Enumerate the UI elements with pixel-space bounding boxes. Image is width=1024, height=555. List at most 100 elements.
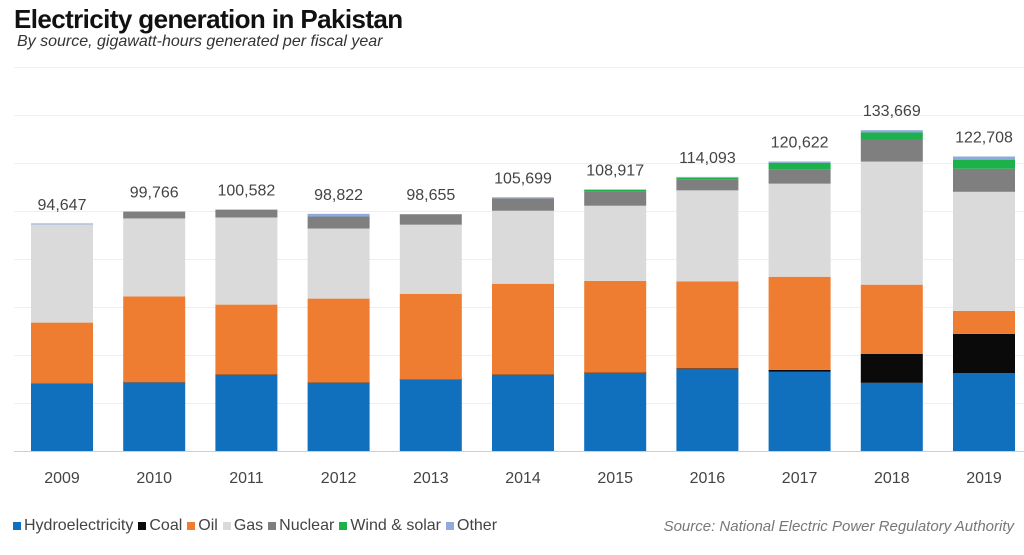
bar-segment-wind-solar-2019 <box>953 159 1015 169</box>
bar-segment-other-2009 <box>31 223 93 225</box>
legend-swatch <box>138 522 147 530</box>
legend-label: Oil <box>198 517 218 534</box>
bar-segment-other-2016 <box>676 176 739 178</box>
bar-segment-gas-2013 <box>399 224 462 294</box>
legend-swatch <box>13 522 21 530</box>
bar-segment-nuclear-2019 <box>953 168 1015 192</box>
bar-stack-2013 <box>399 214 462 451</box>
x-tick-label: 2015 <box>597 470 633 487</box>
bar-segment-other-2019 <box>953 156 1015 160</box>
bar-stack-2018 <box>860 130 923 451</box>
bar-segment-hydroelectricity-2018 <box>860 382 923 451</box>
bar-segment-oil-2011 <box>215 304 278 375</box>
bar-segment-hydroelectricity-2010 <box>123 382 186 451</box>
x-tick-label: 2018 <box>874 470 910 487</box>
total-labels: 94,647 99,766 100,582 98,822 98,655 105,699 10… <box>38 103 1013 214</box>
bar-segment-oil-2018 <box>860 284 923 354</box>
bar-segment-hydroelectricity-2013 <box>399 379 462 451</box>
bar-segment-nuclear-2016 <box>676 179 739 191</box>
legend: Hydroelectricity Coal Oil Gas Nuclear Wind & … <box>13 517 502 535</box>
x-tick-label: 2009 <box>44 470 80 487</box>
x-axis-tick-labels: 2009 2010 2011 2012 2013 2014 2015 2016 2017 2018… <box>44 470 1002 487</box>
total-label: 105,699 <box>494 170 552 187</box>
legend-swatch <box>222 522 231 530</box>
bar-segment-hydroelectricity-2009 <box>31 383 93 451</box>
bar-segment-oil-2017 <box>768 276 831 370</box>
bar-segment-oil-2010 <box>123 296 186 383</box>
legend-item-other: Other <box>446 517 497 535</box>
bar-segment-other-2018 <box>860 130 923 133</box>
bar-segment-nuclear-2018 <box>860 139 923 162</box>
legend-item-oil: Oil <box>187 517 218 535</box>
bar-segment-nuclear-2011 <box>215 209 278 218</box>
legend-swatch <box>187 522 196 530</box>
bar-stack-2019 <box>953 156 1015 451</box>
bar-stack-2012 <box>307 213 370 451</box>
bar-segment-hydroelectricity-2014 <box>492 374 554 451</box>
legend-item-gas: Gas <box>222 517 264 535</box>
total-label: 98,655 <box>406 187 455 204</box>
bar-segment-gas-2015 <box>584 205 647 281</box>
x-tick-label: 2011 <box>229 470 264 487</box>
bar-segment-wind-solar-2016 <box>676 177 739 180</box>
bar-segment-oil-2009 <box>31 322 93 384</box>
bar-segment-wind-solar-2017 <box>768 162 831 170</box>
bar-segment-other-2014 <box>492 197 554 199</box>
bar-segment-wind-solar-2015 <box>584 189 647 192</box>
bar-segment-coal-2017 <box>768 369 831 372</box>
total-label: 98,822 <box>314 187 363 204</box>
legend-item-nuclear: Nuclear <box>268 517 334 535</box>
bar-segment-coal-2018 <box>860 353 923 383</box>
legend-swatch <box>446 522 455 530</box>
total-label: 120,622 <box>771 135 829 152</box>
bar-stack-2010 <box>123 211 186 451</box>
bar-segment-nuclear-2015 <box>584 191 647 206</box>
bar-stack-2014 <box>492 197 554 451</box>
total-label: 133,669 <box>863 103 921 120</box>
bar-segment-gas-2011 <box>215 217 278 305</box>
bar-segment-oil-2016 <box>676 281 739 369</box>
bar-segment-gas-2018 <box>860 161 923 285</box>
bar-segment-oil-2013 <box>399 293 462 380</box>
bar-segment-hydroelectricity-2019 <box>953 373 1015 451</box>
legend-item-hydroelectricity: Hydroelectricity <box>13 517 133 535</box>
bar-segment-nuclear-2014 <box>492 198 554 211</box>
legend-label: Gas <box>233 517 264 534</box>
bar-segment-hydroelectricity-2016 <box>676 368 739 451</box>
x-tick-label: 2017 <box>782 470 818 487</box>
bar-segment-hydroelectricity-2017 <box>768 371 831 451</box>
legend-label: Coal <box>149 517 183 534</box>
x-tick-label: 2012 <box>321 470 357 487</box>
bar-stack-2011 <box>215 209 278 451</box>
bar-segment-gas-2019 <box>953 191 1015 311</box>
source-note: Source: National Electric Power Regulato… <box>663 518 1014 535</box>
bar-segment-gas-2012 <box>307 228 370 299</box>
legend-swatch <box>268 522 277 530</box>
total-label: 100,582 <box>217 183 275 200</box>
bar-segment-coal-2019 <box>953 333 1015 373</box>
total-label: 122,708 <box>955 130 1013 147</box>
bar-segment-nuclear-2017 <box>768 169 831 184</box>
bar-segment-wind-solar-2018 <box>860 132 923 140</box>
total-label: 108,917 <box>586 163 644 180</box>
bar-segment-gas-2014 <box>492 210 554 284</box>
bar-segment-hydroelectricity-2015 <box>584 373 647 451</box>
x-tick-label: 2019 <box>966 470 1002 487</box>
total-label: 99,766 <box>130 185 179 202</box>
stacked-bar-chart: 94,647 99,766 100,582 98,822 98,655 105,699 10… <box>14 67 1024 487</box>
chart-subtitle: By source, gigawatt-hours generated per … <box>17 33 383 50</box>
legend-item-wind-solar: Wind & solar <box>339 517 441 535</box>
bar-segment-hydroelectricity-2011 <box>215 374 278 451</box>
legend-label: Wind & solar <box>350 517 442 534</box>
total-label: 114,093 <box>679 150 736 167</box>
bar-segment-gas-2016 <box>676 190 739 282</box>
x-tick-label: 2016 <box>690 470 726 487</box>
chart-title: Electricity generation in Pakistan <box>14 4 403 34</box>
legend-swatch <box>339 522 348 530</box>
bar-segment-oil-2019 <box>953 310 1015 334</box>
bar-segment-gas-2017 <box>768 183 831 277</box>
bar-stack-2016 <box>676 176 739 451</box>
total-label: 94,647 <box>38 197 87 214</box>
bar-stack-2015 <box>584 189 647 451</box>
legend-label: Other <box>457 517 498 534</box>
